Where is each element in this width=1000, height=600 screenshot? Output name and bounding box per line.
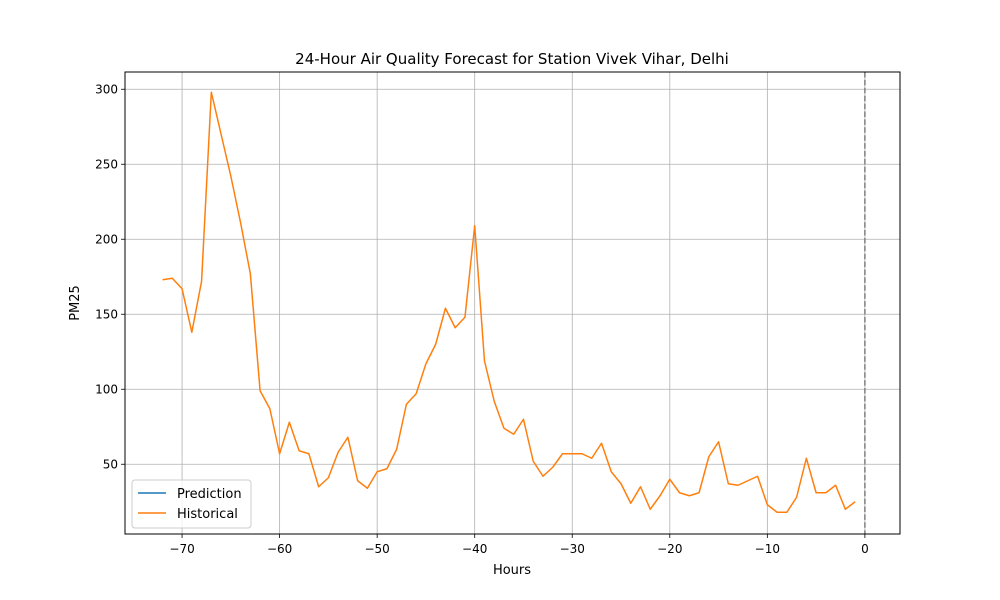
y-tick-label: 250 <box>95 157 118 171</box>
x-tick-label: 0 <box>861 542 869 556</box>
y-tick-label: 100 <box>95 382 118 396</box>
x-tick-label: −30 <box>560 542 585 556</box>
legend: Prediction Historical <box>131 479 252 529</box>
plot-area-frame <box>124 71 901 535</box>
chart-title: 24-Hour Air Quality Forecast for Station… <box>295 50 729 68</box>
x-tick-label: −60 <box>267 542 292 556</box>
legend-label-historical: Historical <box>177 507 238 522</box>
y-tick-label: 200 <box>95 232 118 246</box>
y-tick-label: 150 <box>95 307 118 321</box>
grid-lines <box>125 72 900 534</box>
x-tick-label: −50 <box>364 542 389 556</box>
x-tick-label: −10 <box>755 542 780 556</box>
x-tick-label: −70 <box>169 542 194 556</box>
series-line-historical <box>162 91 856 513</box>
x-tick-label: −20 <box>657 542 682 556</box>
x-axis-ticks: −70 −60 −50 −40 −30 −20 −10 0 <box>169 534 869 556</box>
y-axis-ticks: 50 100 150 200 250 300 <box>95 82 125 471</box>
legend-box <box>131 479 252 529</box>
x-tick-label: −40 <box>462 542 487 556</box>
y-tick-label: 300 <box>95 82 118 96</box>
y-tick-label: 50 <box>103 457 118 471</box>
series-layer <box>162 91 856 513</box>
x-axis-label: Hours <box>493 563 531 578</box>
legend-label-prediction: Prediction <box>177 487 242 502</box>
y-axis-label: PM25 <box>68 285 83 321</box>
